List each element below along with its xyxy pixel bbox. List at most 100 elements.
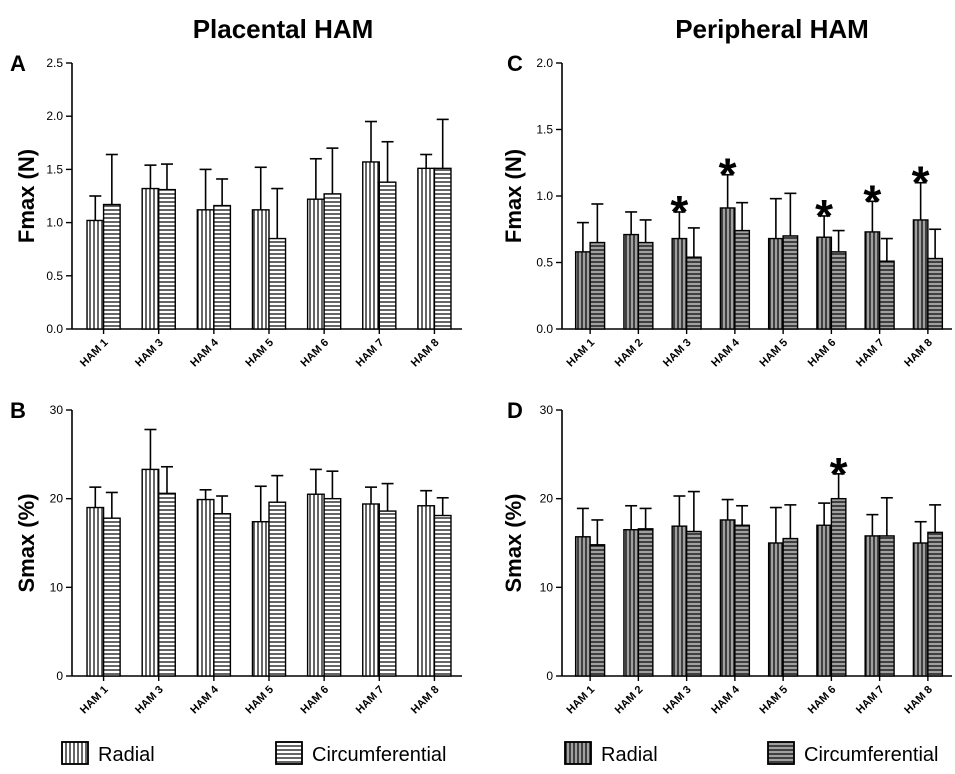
- bar-radial: [671, 525, 688, 677]
- x-tick-label: HAM 3: [661, 684, 694, 717]
- bar-radial: [767, 237, 784, 330]
- x-tick-label: HAM 2: [613, 684, 646, 717]
- chart-panel-c: C Fmax (N) 0.0 0.5 1.0 1.5 2.0 HAM 1 HAM 2 HAM 3 H…: [501, 51, 952, 369]
- bar-circumferential: [878, 260, 895, 330]
- x-tick-label: HAM 7: [354, 684, 387, 717]
- x-tick-label: HAM 1: [565, 337, 598, 370]
- chart-panel-a: A Fmax (N) 0.0 0.5 1.0 1.5 2.0 2.5 HAM 1 HAM 3 HAM…: [10, 51, 462, 369]
- x-tick-label: HAM 3: [133, 337, 166, 370]
- legend-swatch-circ-placental-hatch: [275, 741, 303, 765]
- bar-circumferential: [830, 497, 847, 677]
- x-tick-label: HAM 1: [565, 684, 598, 717]
- x-tick-label: HAM 5: [758, 337, 791, 370]
- legend-label-radial-placental: Radial: [98, 744, 155, 766]
- bar-circumferential: [378, 510, 397, 677]
- x-tick-label: HAM 8: [902, 337, 935, 370]
- significance-asterisk: *: [719, 149, 737, 201]
- bar-radial: [86, 506, 105, 677]
- bar-radial: [864, 231, 881, 330]
- y-axis-title: Fmax (N): [501, 149, 526, 243]
- bar-circumferential: [685, 256, 702, 330]
- bar-radial: [196, 209, 215, 330]
- bar-radial: [417, 505, 436, 677]
- chart-panel-d: D Smax (%) 0 10 20 30 HAM 1 HAM 2 HAM 3 HAM 4 HAM …: [501, 398, 952, 716]
- bar-radial: [671, 237, 688, 330]
- y-tick-label: 0.5: [46, 269, 63, 283]
- bar-radial: [623, 233, 640, 330]
- x-tick-label: HAM 5: [243, 337, 276, 370]
- bar-circumferential: [102, 517, 121, 677]
- y-tick-label: 0.5: [536, 256, 553, 270]
- bar-radial: [141, 468, 160, 677]
- significance-asterisk: *: [815, 190, 833, 242]
- bar-circumferential: [323, 497, 342, 677]
- bar-radial: [912, 219, 929, 330]
- x-tick-label: HAM 6: [299, 684, 332, 717]
- bar-radial: [86, 219, 105, 330]
- legend-label-radial-peripheral: Radial: [601, 744, 658, 766]
- y-axis-title: Smax (%): [14, 493, 39, 592]
- bar-radial: [196, 498, 215, 677]
- bar-radial: [912, 542, 929, 677]
- bar-radial: [767, 542, 784, 677]
- x-tick-label: HAM 8: [902, 684, 935, 717]
- y-tick-label: 2.5: [46, 56, 63, 70]
- x-tick-label: HAM 4: [709, 683, 742, 716]
- x-tick-label: HAM 1: [78, 337, 111, 370]
- y-tick-label: 1.0: [536, 189, 553, 203]
- bar-circumferential: [268, 501, 287, 677]
- chart-panel-b: B Smax (%) 0 10 20 30 HAM 1 HAM 3 HAM 4 HAM 5 HAM …: [10, 398, 462, 716]
- bar-radial: [574, 536, 591, 677]
- bar-circumferential: [213, 513, 232, 677]
- bar-circumferential: [589, 241, 606, 330]
- bar-circumferential: [637, 528, 654, 677]
- y-tick-label: 30: [50, 403, 64, 417]
- chart-panels: A Fmax (N) 0.0 0.5 1.0 1.5 2.0 2.5 HAM 1 HAM 3 HAM…: [10, 51, 952, 716]
- x-tick-label: HAM 3: [133, 684, 166, 717]
- x-tick-label: HAM 6: [299, 337, 332, 370]
- panel-label: A: [10, 51, 26, 76]
- bar-circumferential: [213, 204, 232, 330]
- x-tick-label: HAM 6: [806, 684, 839, 717]
- x-tick-label: HAM 8: [409, 337, 442, 370]
- x-tick-label: HAM 5: [243, 684, 276, 717]
- x-tick-label: HAM 2: [613, 337, 646, 370]
- bar-circumferential: [637, 241, 654, 330]
- bar-circumferential: [927, 257, 944, 330]
- x-tick-label: HAM 4: [188, 683, 221, 716]
- bar-circumferential: [734, 229, 751, 330]
- x-tick-label: HAM 7: [854, 337, 887, 370]
- legend-swatch-circ-peripheral-hatch: [767, 741, 795, 765]
- bar-radial: [362, 503, 380, 677]
- bar-circumferential: [782, 235, 799, 330]
- bar-circumferential: [378, 181, 397, 330]
- bar-radial: [623, 529, 640, 677]
- y-tick-label: 1.5: [46, 162, 63, 176]
- legend-swatch-radial-placental-hatch: [61, 741, 89, 765]
- bar-circumferential: [589, 544, 606, 677]
- bar-circumferential: [927, 531, 944, 677]
- legend-label-circ-placental: Circumferential: [312, 744, 446, 766]
- bar-circumferential: [102, 203, 121, 330]
- bar-circumferential: [433, 167, 452, 330]
- x-tick-label: HAM 7: [854, 684, 887, 717]
- significance-asterisk: *: [863, 175, 881, 227]
- bar-radial: [719, 519, 736, 677]
- bar-radial: [417, 167, 436, 330]
- y-tick-label: 20: [540, 492, 554, 506]
- y-tick-label: 0.0: [536, 322, 553, 336]
- bar-circumferential: [878, 535, 895, 677]
- y-tick-label: 2.0: [536, 56, 553, 70]
- x-tick-label: HAM 8: [409, 684, 442, 717]
- y-tick-label: 1.0: [46, 216, 63, 230]
- y-tick-label: 1.5: [536, 123, 553, 137]
- bar-radial: [141, 187, 160, 330]
- x-tick-label: HAM 7: [354, 337, 387, 370]
- bar-radial: [251, 209, 270, 330]
- significance-asterisk: *: [670, 186, 688, 238]
- legend-swatch-radial-peripheral-hatch: [564, 741, 592, 765]
- x-tick-label: HAM 1: [78, 684, 111, 717]
- x-tick-label: HAM 4: [188, 336, 221, 369]
- bar-radial: [251, 521, 270, 677]
